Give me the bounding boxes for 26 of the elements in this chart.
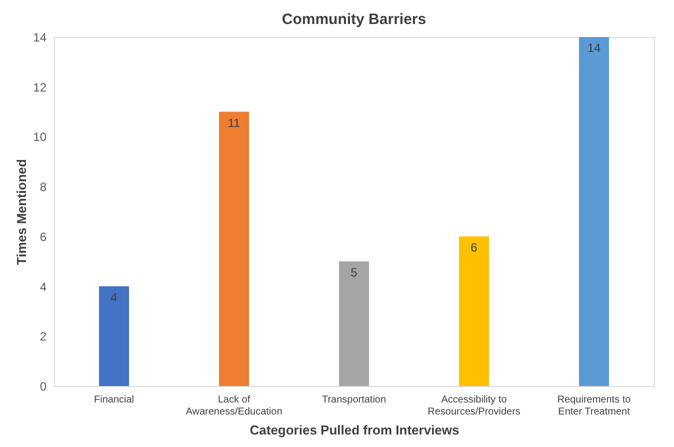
y-tick-label: 12 <box>33 80 47 94</box>
data-label: 5 <box>350 265 358 280</box>
y-tick-label: 14 <box>33 30 47 44</box>
data-label: 4 <box>110 290 118 304</box>
y-tick-label: 8 <box>40 180 47 194</box>
bar <box>459 236 489 386</box>
bar <box>219 112 249 386</box>
y-axis-title: Times Mentioned <box>14 158 30 265</box>
x-tick-label: Accessibility to Resources/Providers <box>428 394 520 418</box>
data-label: 14 <box>587 41 601 55</box>
y-tick-label: 2 <box>40 330 47 344</box>
bar <box>99 286 129 386</box>
x-tick-label: Lack of Awareness/Education <box>186 394 282 418</box>
bar <box>579 37 609 386</box>
bar <box>339 261 369 386</box>
y-tick-label: 4 <box>40 280 47 294</box>
data-label: 11 <box>228 116 241 130</box>
y-tick-label: 10 <box>33 130 47 144</box>
x-axis-title: Categories Pulled from Interviews <box>250 422 460 438</box>
x-tick-label: Requirements to Enter Treatment <box>557 394 632 418</box>
x-tick-label: Transportation <box>322 394 386 406</box>
data-label: 6 <box>470 240 478 254</box>
y-tick-label: 6 <box>40 230 47 244</box>
y-tick-label: 0 <box>40 380 47 394</box>
chart-title: Community Barriers <box>282 11 426 28</box>
x-tick-label: Financial <box>94 394 134 406</box>
